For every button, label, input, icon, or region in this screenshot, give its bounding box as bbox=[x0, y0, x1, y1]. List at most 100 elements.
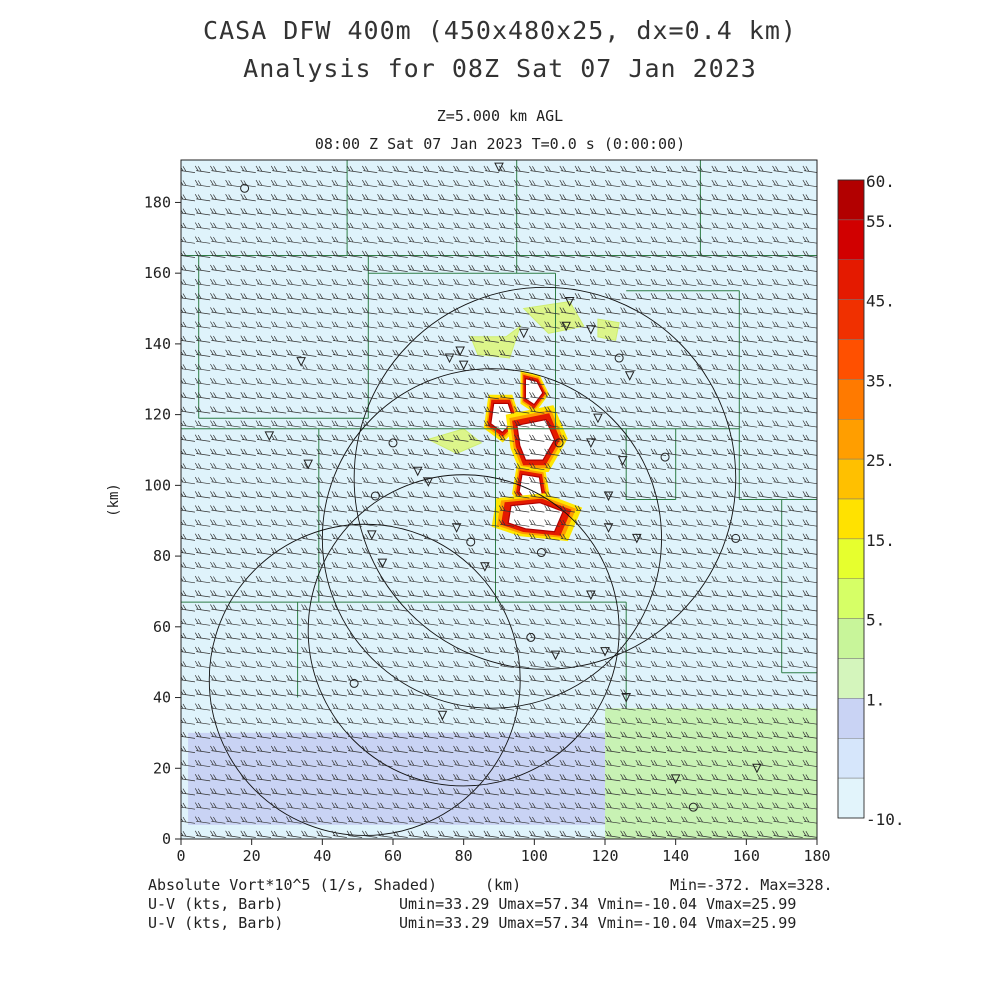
station-triangle-marker bbox=[593, 413, 603, 424]
colorbar-label: 25. bbox=[866, 451, 895, 470]
station-circle-marker bbox=[466, 537, 476, 547]
colorbar: 60. 55. 45. 35. 25. 15. 5. 1. -10. bbox=[837, 172, 905, 829]
y-tick-label: 20 bbox=[153, 759, 171, 777]
y-tick-label: 80 bbox=[153, 547, 171, 565]
footer-field2-range: Umin=33.29 Umax=57.34 Vmin=-10.04 Vmax=2… bbox=[399, 895, 797, 913]
colorbar-label: 15. bbox=[866, 531, 895, 550]
station-circle-marker bbox=[388, 438, 398, 448]
station-triangle-marker bbox=[586, 325, 596, 335]
colorbar-segment bbox=[837, 419, 865, 460]
station-circle-marker bbox=[240, 183, 250, 193]
x-tick-label: 120 bbox=[591, 847, 618, 865]
footer-field1-units: (km) bbox=[485, 876, 522, 894]
y-tick-label: 120 bbox=[144, 406, 171, 424]
colorbar-frame bbox=[837, 179, 865, 819]
colorbar-segment bbox=[837, 379, 865, 420]
wind-barb-field bbox=[181, 165, 817, 838]
station-triangle-marker bbox=[600, 647, 610, 657]
y-tick-label: 100 bbox=[144, 476, 171, 494]
colorbar-label: 45. bbox=[866, 292, 895, 311]
station-circle-marker bbox=[370, 491, 380, 501]
colorbar-segment bbox=[837, 219, 865, 260]
y-tick-label: 160 bbox=[144, 264, 171, 282]
station-triangle-marker bbox=[455, 346, 465, 357]
station-triangle-marker bbox=[586, 590, 596, 601]
footer-field3-range: Umin=33.29 Umax=57.34 Vmin=-10.04 Vmax=2… bbox=[399, 914, 797, 932]
station-triangle-marker bbox=[617, 456, 628, 466]
station-triangle-marker bbox=[366, 530, 377, 540]
y-axis-label: (km) bbox=[106, 483, 122, 517]
colorbar-segment bbox=[837, 777, 865, 819]
station-triangle-marker bbox=[412, 466, 423, 477]
map-area bbox=[181, 160, 817, 839]
colorbar-label: 55. bbox=[866, 212, 895, 231]
x-tick-label: 80 bbox=[455, 847, 473, 865]
x-tick-label: 40 bbox=[313, 847, 331, 865]
station-triangle-marker bbox=[423, 477, 434, 487]
chart-title-line-2: Analysis for 08Z Sat 07 Jan 2023 bbox=[243, 54, 757, 83]
valid-time-label: 08:00 Z Sat 07 Jan 2023 T=0.0 s (0:00:00… bbox=[314, 135, 686, 153]
station-triangle-marker bbox=[264, 431, 275, 441]
station-circle-marker bbox=[349, 678, 359, 688]
station-triangle-marker bbox=[494, 162, 504, 173]
chart-title-line-1: CASA DFW 400m (450x480x25, dx=0.4 km) bbox=[203, 16, 797, 45]
wind-barbs bbox=[181, 165, 817, 838]
station-circle-marker bbox=[731, 533, 741, 543]
vorticity-core bbox=[507, 502, 564, 533]
colorbar-label: 5. bbox=[866, 611, 885, 630]
footer-field1-name: Absolute Vort*10^5 (1/s, Shaded) bbox=[148, 876, 437, 894]
station-triangle-marker bbox=[377, 558, 388, 569]
footer-field2-name: U-V (kts, Barb) bbox=[148, 895, 284, 913]
x-tick-label: 140 bbox=[662, 847, 689, 865]
weak-echo bbox=[426, 428, 483, 455]
x-tick-label: 20 bbox=[243, 847, 261, 865]
footer-field3-name: U-V (kts, Barb) bbox=[148, 914, 284, 932]
colorbar-segment bbox=[837, 658, 865, 699]
radar-range-ring bbox=[353, 286, 737, 670]
level-label: Z=5.000 km AGL bbox=[436, 107, 564, 125]
station-triangle-marker bbox=[303, 459, 314, 470]
x-tick-label: 60 bbox=[384, 847, 402, 865]
station-triangle-marker bbox=[296, 357, 306, 367]
colorbar-segment bbox=[837, 179, 865, 221]
station-triangle-marker bbox=[586, 438, 596, 449]
footer-field1-range: Min=-372. Max=328. bbox=[670, 876, 833, 894]
colorbar-segment bbox=[837, 498, 865, 540]
colorbar-segment bbox=[837, 538, 865, 579]
station-triangle-marker bbox=[437, 710, 448, 721]
station-triangle-marker bbox=[518, 328, 529, 339]
station-triangle-marker bbox=[561, 321, 571, 332]
y-tick-label: 40 bbox=[153, 689, 171, 707]
y-tick-label: 140 bbox=[144, 335, 171, 353]
station-triangle-marker bbox=[550, 650, 561, 661]
station-circle-marker bbox=[614, 353, 624, 363]
colorbar-segment bbox=[837, 698, 865, 739]
x-tick-label: 100 bbox=[521, 847, 548, 865]
colorbar-segment bbox=[837, 738, 865, 779]
colorbar-segment bbox=[837, 618, 865, 659]
station-triangle-marker bbox=[444, 353, 455, 364]
radar-range-ring bbox=[307, 474, 620, 787]
station-triangle-marker bbox=[564, 296, 575, 307]
station-triangle-marker bbox=[752, 763, 762, 774]
station-circle-marker bbox=[526, 632, 536, 642]
station-circle-marker bbox=[554, 438, 564, 448]
axes: 0 20 40 60 80 100 120 140 160 180 0 20 40 60 80 100 120 1… bbox=[144, 193, 831, 865]
colorbar-label: 60. bbox=[866, 172, 895, 191]
station-triangle-marker bbox=[603, 491, 614, 502]
station-triangle-marker bbox=[631, 533, 642, 544]
colorbar-segment bbox=[837, 578, 865, 619]
colorbar-segment bbox=[837, 458, 865, 500]
colorbar-label: 1. bbox=[866, 690, 885, 709]
station-triangle-marker bbox=[451, 523, 462, 533]
weak-echo bbox=[597, 318, 620, 341]
station-circle-marker bbox=[660, 452, 670, 462]
plot-frame bbox=[180, 159, 818, 840]
y-tick-label: 0 bbox=[162, 830, 171, 848]
colorbar-segment bbox=[837, 339, 865, 380]
station-circle-marker bbox=[688, 802, 698, 812]
colorbar-label: 35. bbox=[866, 371, 895, 390]
colorbar-segment bbox=[837, 299, 865, 340]
station-triangle-marker bbox=[603, 523, 614, 533]
